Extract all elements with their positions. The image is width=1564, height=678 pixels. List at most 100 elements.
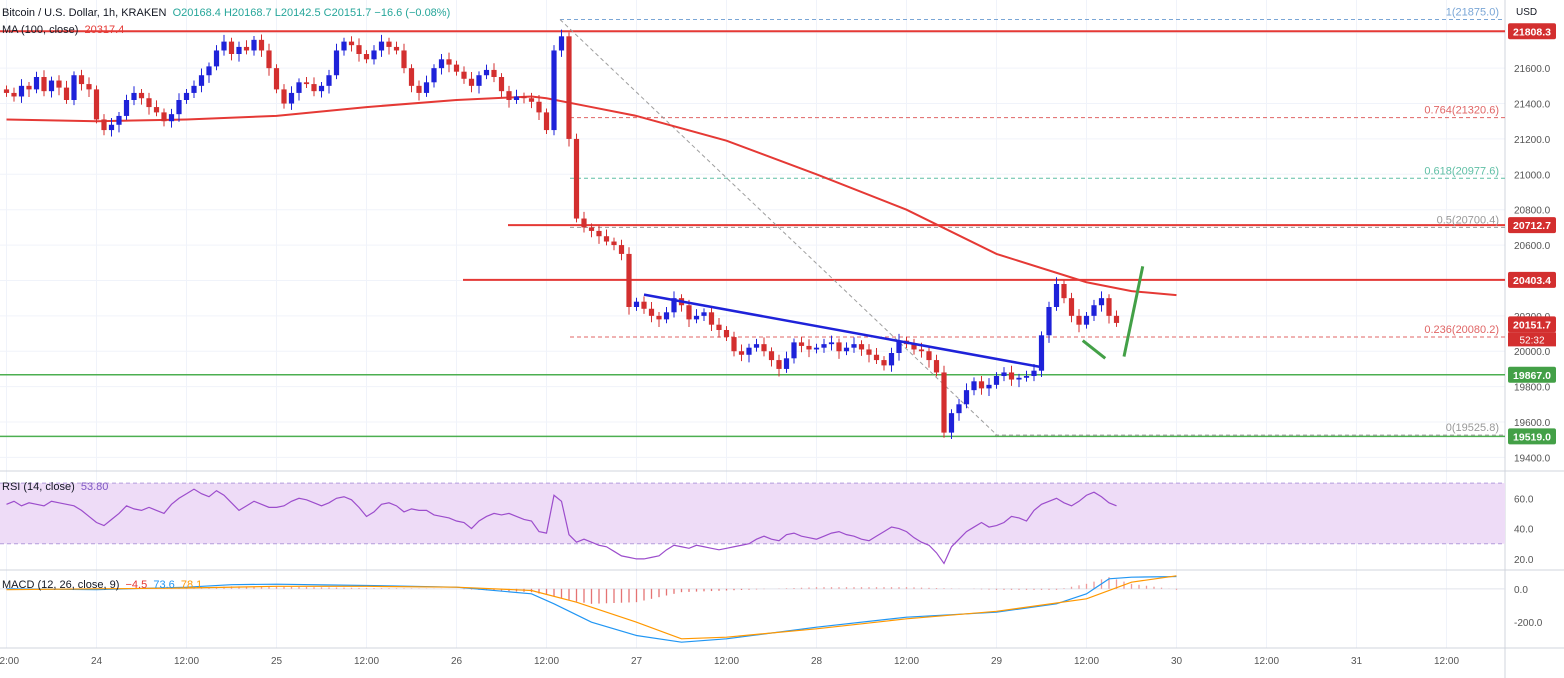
candle-body <box>266 50 272 69</box>
candle-body <box>431 68 437 83</box>
candle-body <box>1113 315 1120 323</box>
time-tick-label: 30 <box>1171 656 1183 667</box>
candle-body <box>641 301 647 309</box>
drawings[interactable] <box>643 266 1145 369</box>
symbol-title: Bitcoin / U.S. Dollar, 1h, KRAKEN <box>2 7 167 19</box>
candle-body <box>288 92 295 104</box>
macd-line-value: 73.6 <box>153 579 175 591</box>
fibonacci-retracement[interactable]: 1(21875.0) 0.764(21320.6) 0.618(20977.6) 0.… <box>559 7 1505 436</box>
fib-level-label: 0.618(20977.6) <box>1424 165 1499 177</box>
candle-body <box>348 41 355 46</box>
macd-signal-value: 78.1 <box>180 579 203 591</box>
candle-body <box>461 71 467 79</box>
candle-body <box>476 75 482 86</box>
candle-body <box>303 82 310 85</box>
candle-body <box>918 349 925 352</box>
candle-body <box>618 245 625 254</box>
candle-body <box>18 85 25 97</box>
candle-body <box>611 241 617 246</box>
candle-body <box>888 353 895 366</box>
fib-level-label: 1(21875.0) <box>1446 7 1499 19</box>
rsi-legend: RSI (14, close) 53.80 <box>2 481 108 493</box>
candle-body <box>206 66 212 76</box>
ohlc-values: O20168.4 H20168.7 L20142.5 C20151.7 −16.… <box>172 7 451 19</box>
price-tick-label: 21000.0 <box>1514 170 1551 181</box>
candle-body <box>993 376 1000 385</box>
candle-body <box>258 39 265 51</box>
price-tick-label: 19800.0 <box>1514 383 1551 394</box>
time-tick-label: 12:00 <box>354 656 379 667</box>
candle-body <box>828 342 835 345</box>
price-tick-label: 21400.0 <box>1514 100 1551 111</box>
candle-body <box>401 50 407 69</box>
macd-line <box>6 575 1177 643</box>
candle-body <box>851 344 857 348</box>
candle-body <box>296 82 302 93</box>
candle-body <box>543 112 550 131</box>
price-label-box <box>1508 428 1556 445</box>
rsi-band <box>0 482 1505 545</box>
candle-body <box>1076 315 1082 325</box>
candle-body <box>776 360 782 369</box>
candle-body <box>131 92 137 100</box>
candle-body <box>408 68 415 86</box>
price-label-text: 21808.3 <box>1513 26 1551 38</box>
candle-body <box>791 342 797 359</box>
candle-body <box>281 89 287 104</box>
candle-body <box>603 236 610 242</box>
price-label-text: 20712.7 <box>1513 220 1551 232</box>
candle-body <box>3 89 10 93</box>
candle-body <box>56 80 62 88</box>
rsi-tick-label: 60.0 <box>1514 494 1534 505</box>
time-tick-label: 12:00 <box>1074 656 1099 667</box>
candle-body <box>648 308 655 316</box>
time-tick-label: 31 <box>1351 656 1363 667</box>
fib-level-label: 0.5(20700.4) <box>1437 214 1499 226</box>
support-resistance-levels[interactable] <box>0 30 1505 438</box>
time-tick-label: 12:00 <box>534 656 559 667</box>
candle-body <box>311 84 317 92</box>
price-label-box <box>1508 366 1556 383</box>
moving-average-100 <box>6 95 1177 297</box>
candle-body <box>78 75 85 85</box>
rsi-band-fill <box>0 483 1505 544</box>
candle-body <box>273 68 280 90</box>
candle-body <box>693 315 700 320</box>
candle-body <box>161 112 167 122</box>
candle-body <box>858 344 865 350</box>
candle-body <box>108 124 115 131</box>
candle-body <box>971 381 977 391</box>
time-tick-label: 12:00 <box>714 656 739 667</box>
candle-body <box>71 75 77 100</box>
candle-body <box>1016 377 1022 380</box>
candle-body <box>806 345 812 350</box>
time-axis[interactable]: 12:00 24 12:00 25 12:00 26 12:00 27 12:00 28 12:00… <box>0 656 1459 667</box>
candle-body <box>896 340 902 353</box>
price-tick-label: 21200.0 <box>1514 135 1551 146</box>
price-axis[interactable]: 19400.019600.019800.020000.020200.020400… <box>1508 23 1556 629</box>
candle-body <box>881 360 887 366</box>
candle-body <box>656 315 662 320</box>
time-tick-label: 12:00 <box>1254 656 1279 667</box>
macd-tick-label: 0.0 <box>1514 585 1528 596</box>
candle-body <box>138 92 145 99</box>
candle-body <box>1001 372 1007 376</box>
candle-body <box>1046 307 1052 336</box>
currency-label: USD <box>1516 7 1538 18</box>
candle-body <box>371 50 377 60</box>
candle-body <box>1008 372 1015 380</box>
price-tick-label: 20600.0 <box>1514 241 1551 252</box>
candle-body <box>93 89 100 120</box>
candle-body <box>416 85 422 93</box>
candle-body <box>1068 298 1075 316</box>
candle-body <box>1053 284 1060 307</box>
candle-body <box>116 115 122 125</box>
candle-body <box>318 85 325 92</box>
candle-body <box>378 41 385 51</box>
candle-body <box>701 312 707 316</box>
price-tick-label: 21600.0 <box>1514 64 1551 75</box>
countdown-text: 52:32 <box>1519 335 1544 346</box>
candle-body <box>866 349 872 355</box>
